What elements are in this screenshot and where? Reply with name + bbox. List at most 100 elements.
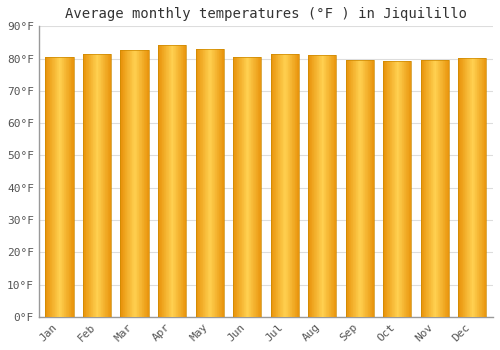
Bar — [219, 49, 220, 317]
Bar — [321, 55, 322, 317]
Bar — [126, 50, 127, 317]
Bar — [277, 54, 278, 317]
Bar — [441, 60, 442, 317]
Bar — [220, 49, 221, 317]
Bar — [47, 57, 48, 317]
Bar — [274, 54, 275, 317]
Bar — [93, 54, 94, 317]
Bar — [358, 60, 359, 317]
Bar — [198, 49, 199, 317]
Bar — [244, 57, 245, 317]
Bar — [270, 54, 299, 317]
Bar — [142, 50, 143, 317]
Bar — [442, 60, 444, 317]
Bar — [484, 58, 485, 317]
Bar — [330, 55, 332, 317]
Bar — [280, 54, 281, 317]
Bar — [400, 61, 401, 317]
Bar — [270, 54, 272, 317]
Bar — [216, 49, 218, 317]
Bar — [164, 45, 165, 317]
Bar — [120, 50, 121, 317]
Bar — [468, 58, 469, 317]
Bar — [106, 54, 107, 317]
Bar — [246, 57, 247, 317]
Bar — [326, 55, 327, 317]
Bar — [464, 58, 466, 317]
Bar — [248, 57, 250, 317]
Bar — [254, 57, 255, 317]
Bar — [480, 58, 481, 317]
Bar — [478, 58, 480, 317]
Bar — [131, 50, 132, 317]
Bar — [298, 54, 299, 317]
Bar — [324, 55, 325, 317]
Bar — [346, 60, 347, 317]
Bar — [168, 45, 170, 317]
Bar — [398, 61, 400, 317]
Bar — [255, 57, 256, 317]
Bar — [366, 60, 367, 317]
Bar — [403, 61, 404, 317]
Bar — [473, 58, 474, 317]
Bar — [140, 50, 141, 317]
Bar — [68, 57, 70, 317]
Bar — [386, 61, 387, 317]
Bar — [432, 60, 433, 317]
Bar — [467, 58, 468, 317]
Bar — [422, 60, 423, 317]
Bar — [364, 60, 366, 317]
Bar — [96, 54, 97, 317]
Bar — [67, 57, 68, 317]
Bar — [102, 54, 104, 317]
Bar — [182, 45, 184, 317]
Bar — [85, 54, 86, 317]
Bar — [222, 49, 223, 317]
Bar — [136, 50, 138, 317]
Bar — [308, 55, 309, 317]
Bar — [373, 60, 374, 317]
Bar — [296, 54, 298, 317]
Bar — [223, 49, 224, 317]
Bar — [253, 57, 254, 317]
Bar — [46, 57, 47, 317]
Bar — [109, 54, 110, 317]
Bar — [276, 54, 277, 317]
Bar — [83, 54, 84, 317]
Bar — [48, 57, 49, 317]
Bar — [70, 57, 72, 317]
Bar — [56, 57, 58, 317]
Bar — [235, 57, 236, 317]
Bar — [335, 55, 336, 317]
Bar — [421, 60, 449, 317]
Bar — [233, 57, 261, 317]
Bar — [129, 50, 130, 317]
Bar — [162, 45, 163, 317]
Bar — [178, 45, 179, 317]
Bar — [206, 49, 207, 317]
Bar — [369, 60, 370, 317]
Bar — [401, 61, 402, 317]
Bar — [360, 60, 361, 317]
Bar — [213, 49, 214, 317]
Bar — [133, 50, 134, 317]
Bar — [396, 61, 398, 317]
Bar — [444, 60, 446, 317]
Bar — [160, 45, 161, 317]
Bar — [46, 57, 74, 317]
Bar — [181, 45, 182, 317]
Bar — [407, 61, 408, 317]
Bar — [327, 55, 328, 317]
Bar — [461, 58, 462, 317]
Bar — [121, 50, 122, 317]
Bar — [334, 55, 335, 317]
Bar — [471, 58, 472, 317]
Bar — [180, 45, 181, 317]
Bar — [289, 54, 290, 317]
Bar — [49, 57, 50, 317]
Bar — [207, 49, 208, 317]
Bar — [352, 60, 354, 317]
Bar — [424, 60, 425, 317]
Bar — [466, 58, 467, 317]
Bar — [347, 60, 348, 317]
